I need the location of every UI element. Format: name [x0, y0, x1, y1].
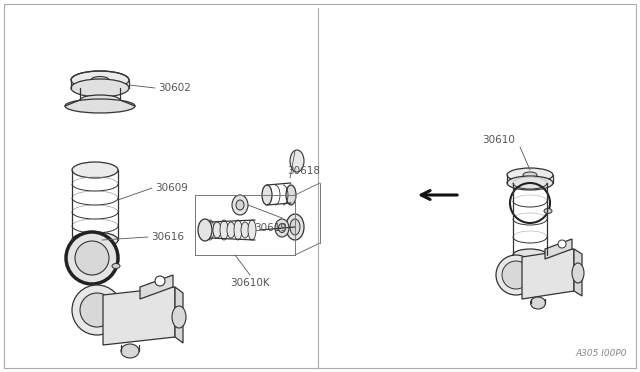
Ellipse shape — [206, 220, 214, 240]
Ellipse shape — [262, 185, 272, 205]
Ellipse shape — [227, 222, 235, 238]
Ellipse shape — [65, 99, 135, 113]
Polygon shape — [140, 275, 173, 299]
Text: A305 I00P0: A305 I00P0 — [575, 349, 627, 358]
Text: 30602: 30602 — [158, 83, 191, 93]
Ellipse shape — [172, 306, 186, 328]
Text: 30619: 30619 — [254, 223, 287, 233]
Circle shape — [155, 276, 165, 286]
Text: 30610K: 30610K — [230, 278, 269, 288]
Polygon shape — [522, 249, 574, 299]
Ellipse shape — [523, 172, 537, 178]
Ellipse shape — [198, 219, 212, 241]
Ellipse shape — [232, 195, 248, 215]
Ellipse shape — [72, 162, 118, 178]
Text: 30610: 30610 — [482, 135, 515, 145]
Ellipse shape — [502, 261, 530, 289]
Ellipse shape — [220, 220, 228, 240]
Text: 30618: 30618 — [287, 166, 320, 176]
Ellipse shape — [236, 200, 244, 210]
Ellipse shape — [278, 224, 285, 232]
Ellipse shape — [531, 297, 545, 309]
Ellipse shape — [544, 208, 552, 214]
Ellipse shape — [241, 222, 249, 238]
Polygon shape — [175, 287, 183, 343]
Ellipse shape — [248, 220, 256, 240]
Ellipse shape — [513, 249, 547, 261]
Polygon shape — [103, 287, 175, 345]
Ellipse shape — [496, 255, 536, 295]
Ellipse shape — [91, 77, 109, 83]
Ellipse shape — [286, 214, 304, 240]
Polygon shape — [574, 249, 582, 296]
Polygon shape — [545, 239, 572, 259]
Circle shape — [75, 241, 109, 275]
Ellipse shape — [275, 219, 289, 237]
Ellipse shape — [290, 219, 300, 235]
Ellipse shape — [234, 220, 242, 240]
Circle shape — [558, 240, 566, 248]
Ellipse shape — [112, 263, 120, 269]
Text: 30609: 30609 — [155, 183, 188, 193]
Ellipse shape — [71, 71, 129, 89]
Ellipse shape — [72, 232, 118, 248]
Ellipse shape — [507, 168, 553, 182]
Text: 30616: 30616 — [151, 232, 184, 242]
Ellipse shape — [121, 344, 139, 358]
Ellipse shape — [290, 150, 304, 172]
Ellipse shape — [286, 185, 296, 205]
Circle shape — [66, 232, 118, 284]
Ellipse shape — [72, 285, 122, 335]
Ellipse shape — [572, 263, 584, 283]
Ellipse shape — [80, 293, 114, 327]
Ellipse shape — [507, 176, 553, 190]
Ellipse shape — [213, 222, 221, 238]
Ellipse shape — [80, 95, 120, 105]
Ellipse shape — [71, 79, 129, 97]
